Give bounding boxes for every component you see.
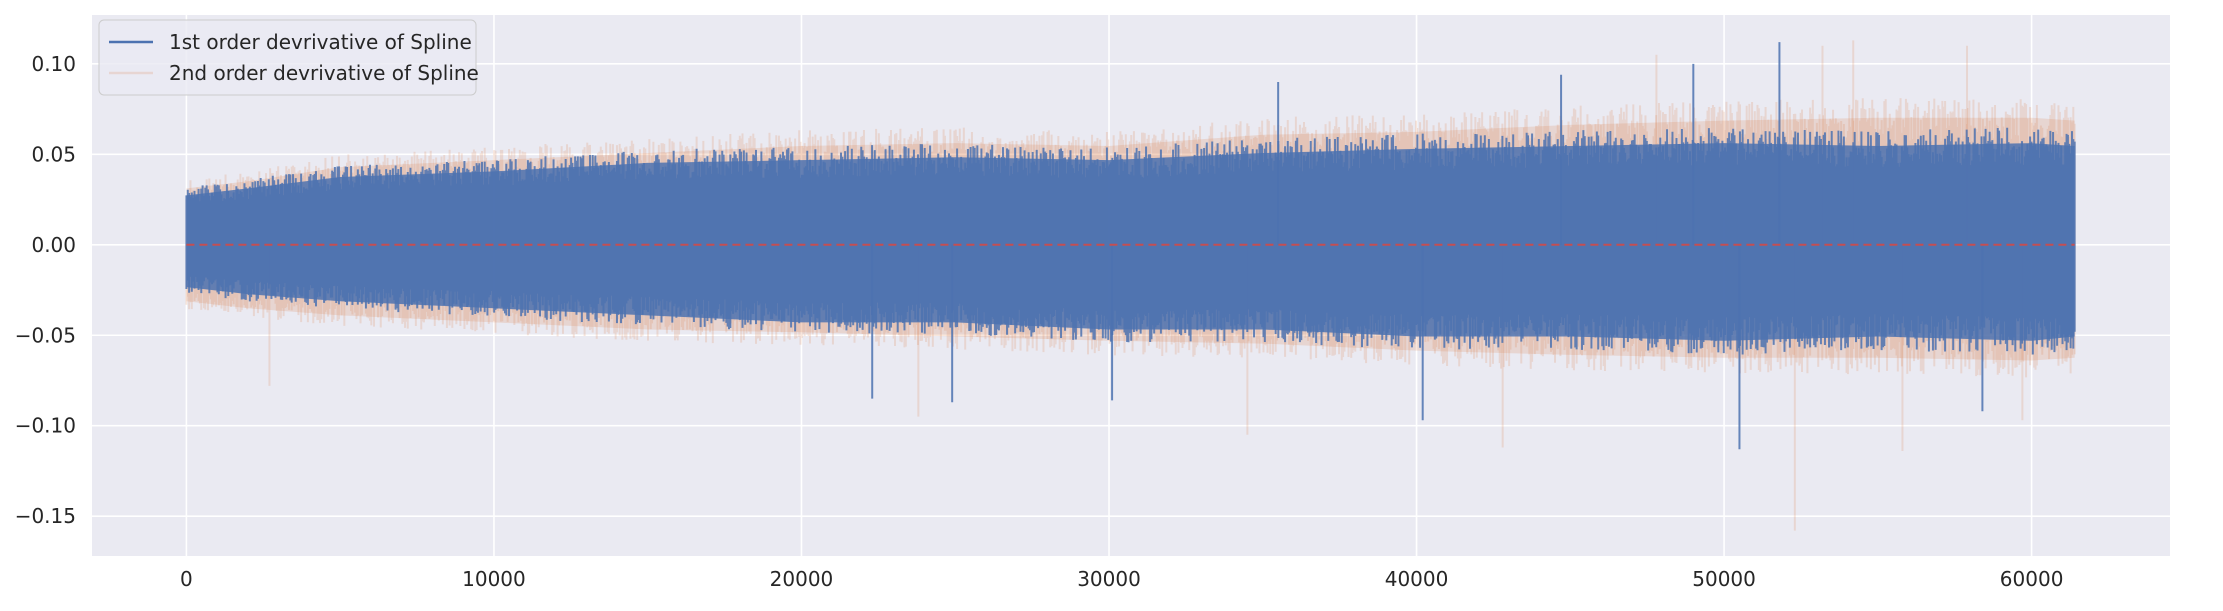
series-first-derivative (185, 42, 2076, 450)
legend: 1st order devrivative of Spline 2nd orde… (98, 19, 479, 96)
y-tick-label: −0.10 (15, 414, 76, 438)
x-tick-label: 60000 (2000, 567, 2064, 591)
x-tick-label: 0 (180, 567, 193, 591)
y-tick-label: −0.15 (15, 504, 76, 528)
y-tick-label: 0.05 (31, 142, 76, 166)
y-tick-label: 0.10 (31, 52, 76, 76)
y-tick-label: −0.05 (15, 323, 76, 347)
x-tick-label: 40000 (1385, 567, 1449, 591)
legend-box (98, 19, 477, 96)
legend-label-second: 2nd order devrivative of Spline (169, 61, 479, 85)
x-tick-label: 30000 (1077, 567, 1141, 591)
x-tick-label: 20000 (770, 567, 834, 591)
x-tick-label: 10000 (462, 567, 526, 591)
y-tick-label: 0.00 (31, 233, 76, 257)
x-tick-label: 50000 (1692, 567, 1756, 591)
first-derivative-body (186, 143, 2075, 341)
x-axis-ticks: 0 10000 20000 30000 40000 50000 60000 (180, 567, 2063, 591)
legend-label-first: 1st order devrivative of Spline (169, 30, 472, 54)
y-axis-ticks: 0.10 0.05 0.00 −0.05 −0.10 −0.15 (15, 52, 76, 528)
